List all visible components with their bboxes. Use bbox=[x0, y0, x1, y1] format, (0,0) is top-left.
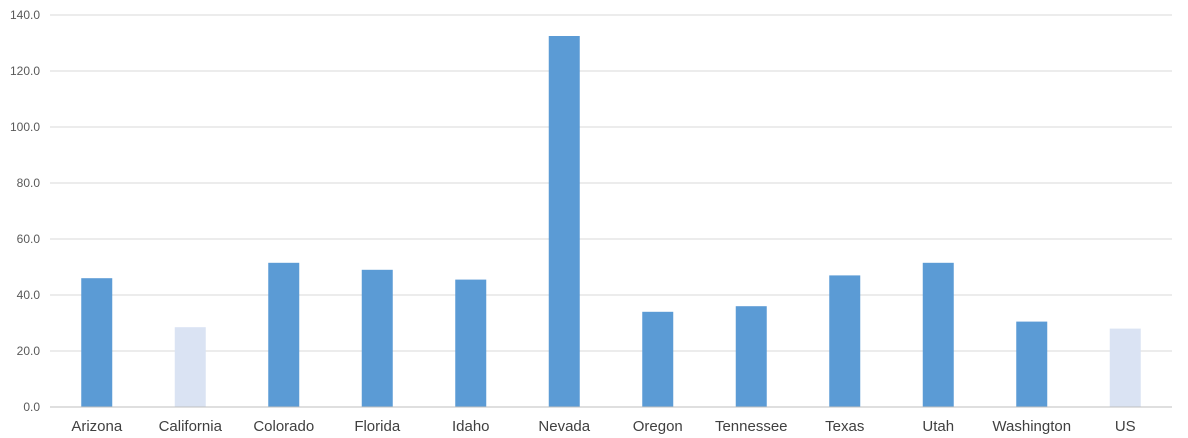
bar-oregon bbox=[642, 311, 674, 407]
bar-washington bbox=[1016, 321, 1048, 407]
x-category-label: Florida bbox=[354, 418, 401, 435]
x-category-label: Texas bbox=[825, 418, 864, 435]
bar-texas bbox=[829, 275, 861, 407]
x-category-label: Colorado bbox=[253, 418, 314, 435]
bars bbox=[81, 36, 1141, 407]
y-tick-label: 100.0 bbox=[10, 120, 40, 134]
x-category-label: Idaho bbox=[452, 418, 490, 435]
bar-idaho bbox=[455, 279, 487, 407]
y-tick-label: 60.0 bbox=[17, 232, 41, 246]
y-tick-label: 80.0 bbox=[17, 176, 41, 190]
bar-arizona bbox=[81, 278, 113, 407]
gridlines bbox=[50, 14, 1172, 352]
x-category-label: US bbox=[1115, 418, 1136, 435]
bar-colorado bbox=[268, 262, 300, 407]
bar-tennessee bbox=[735, 306, 767, 407]
y-tick-label: 0.0 bbox=[23, 400, 40, 414]
x-axis-category-labels: Arizona California Colorado Florida Idaho Nev… bbox=[71, 418, 1135, 435]
y-tick-label: 120.0 bbox=[10, 64, 40, 78]
bar-florida bbox=[361, 269, 393, 407]
x-category-label: Utah bbox=[922, 418, 954, 435]
y-tick-label: 140.0 bbox=[10, 8, 40, 22]
y-tick-label: 40.0 bbox=[17, 288, 41, 302]
bar-california bbox=[174, 327, 206, 407]
bar-us bbox=[1109, 328, 1141, 407]
y-axis-tick-labels: 0.0 20.0 40.0 60.0 80.0 100.0 120.0 140.0 bbox=[10, 8, 40, 414]
x-category-label: California bbox=[159, 418, 223, 435]
x-category-label: Nevada bbox=[538, 418, 590, 435]
x-category-label: Oregon bbox=[633, 418, 683, 435]
x-category-label: Washington bbox=[992, 418, 1071, 435]
y-tick-label: 20.0 bbox=[17, 344, 41, 358]
bar-nevada bbox=[548, 36, 580, 407]
x-category-label: Arizona bbox=[71, 418, 123, 435]
bar-utah bbox=[922, 262, 954, 407]
x-category-label: Tennessee bbox=[715, 418, 788, 435]
